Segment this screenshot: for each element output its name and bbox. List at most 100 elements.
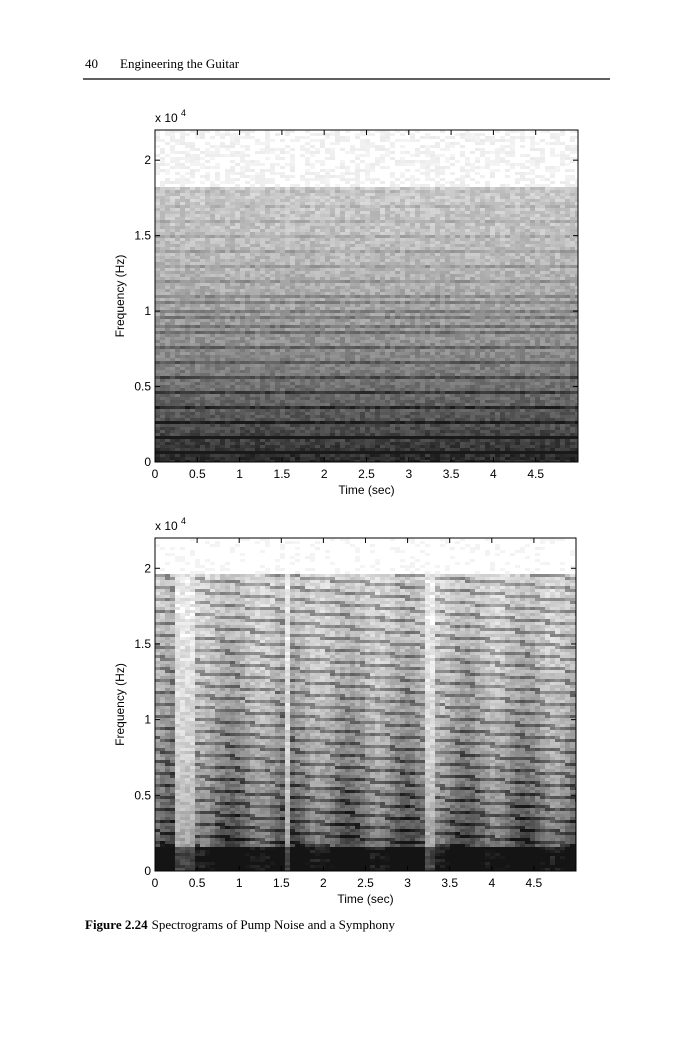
spectrogram-cell — [535, 331, 540, 334]
spectrogram-cell — [555, 244, 560, 247]
spectrogram-cell — [455, 322, 460, 325]
spectrogram-cell — [285, 280, 290, 283]
spectrogram-cell — [180, 265, 185, 268]
spectrogram-cell — [365, 169, 370, 172]
spectrogram-cell — [160, 139, 165, 142]
spectrogram-cell — [385, 202, 390, 205]
spectrogram-cell — [230, 202, 235, 205]
spectrogram-cell — [420, 247, 425, 250]
spectrogram-cell — [500, 331, 505, 334]
spectrogram-cell — [470, 247, 475, 250]
spectrogram-cell — [290, 229, 295, 232]
spectrogram-cell — [555, 298, 560, 301]
spectrogram-cell — [485, 223, 490, 226]
spectrogram-cell — [215, 280, 220, 283]
spectrogram-cell — [440, 169, 445, 172]
spectrogram-cell — [370, 316, 375, 319]
spectrogram-cell — [500, 268, 505, 271]
spectrogram-cell — [310, 325, 315, 328]
spectrogram-cell — [365, 289, 370, 292]
spectrogram-cell — [560, 181, 565, 184]
spectrogram-cell — [450, 229, 455, 232]
spectrogram-cell — [480, 205, 485, 208]
spectrogram-cell — [350, 268, 355, 271]
spectrogram-cell — [230, 178, 235, 181]
spectrogram-cell — [330, 301, 335, 304]
spectrogram-cell — [475, 292, 480, 295]
spectrogram-cell — [240, 190, 245, 193]
spectrogram-cell — [290, 202, 295, 205]
spectrogram-cell — [570, 307, 575, 310]
spectrogram-cell — [315, 277, 320, 280]
spectrogram-cell — [485, 208, 490, 211]
spectrogram-cell — [495, 289, 500, 292]
spectrogram-cell — [455, 250, 460, 253]
spectrogram-cell — [440, 286, 445, 289]
spectrogram-cell — [405, 274, 410, 277]
spectrogram-cell — [345, 274, 350, 277]
spectrogram-cell — [275, 208, 280, 211]
spectrogram-cell — [535, 241, 540, 244]
spectrogram-cell — [480, 142, 485, 145]
spectrogram-cell — [160, 202, 165, 205]
spectrogram-cell — [160, 262, 165, 265]
spectrogram-cell — [180, 163, 185, 166]
spectrogram-cell — [465, 328, 470, 331]
spectrogram-cell — [470, 133, 475, 136]
spectrogram-cell — [335, 193, 340, 196]
spectrogram-cell — [405, 208, 410, 211]
spectrogram-cell — [180, 250, 185, 253]
spectrogram-cell — [260, 184, 265, 187]
spectrogram-cell — [435, 310, 440, 313]
spectrogram-cell — [495, 157, 500, 160]
spectrogram-cell — [360, 274, 365, 277]
spectrogram-cell — [300, 304, 305, 307]
spectrogram-cell — [280, 271, 285, 274]
spectrogram-cell — [195, 253, 200, 256]
spectrogram-cell — [270, 328, 275, 331]
spectrogram-cell — [555, 325, 560, 328]
spectrogram-cell — [485, 238, 490, 241]
spectrogram-cell — [400, 160, 405, 163]
spectrogram-cell — [545, 292, 550, 295]
spectrogram-cell — [475, 316, 480, 319]
spectrogram-cell — [500, 301, 505, 304]
spectrogram-cell — [515, 256, 520, 259]
spectrogram-cell — [510, 229, 515, 232]
spectrogram-cell — [370, 142, 375, 145]
spectrogram-cell — [395, 211, 400, 214]
spectrogram-cell — [435, 211, 440, 214]
spectrogram-cell — [265, 319, 270, 322]
spectrogram-cell — [555, 250, 560, 253]
spectrogram-cell — [540, 247, 545, 250]
spectrogram-cell — [360, 139, 365, 142]
spectrogram-cell — [165, 271, 170, 274]
spectrogram-cell — [435, 325, 440, 328]
spectrogram-cell — [405, 223, 410, 226]
spectrogram-cell — [480, 280, 485, 283]
spectrogram-cell — [460, 145, 465, 148]
spectrogram-cell — [360, 301, 365, 304]
spectrogram-cell — [165, 193, 170, 196]
spectrogram-cell — [320, 298, 325, 301]
spectrogram-cell — [535, 286, 540, 289]
spectrogram-cell — [385, 241, 390, 244]
spectrogram-cell — [185, 214, 190, 217]
spectrogram-cell — [210, 256, 215, 259]
spectrogram-cell — [215, 232, 220, 235]
spectrogram-cell — [535, 307, 540, 310]
spectrogram-cell — [345, 307, 350, 310]
spectrogram-cell — [525, 244, 530, 247]
spectrogram-cell — [480, 202, 485, 205]
spectrogram-cell — [520, 316, 525, 319]
spectrogram-cell — [525, 292, 530, 295]
spectrogram-cell — [215, 253, 220, 256]
spectrogram-cell — [465, 307, 470, 310]
spectrogram-cell — [565, 307, 570, 310]
spectrogram-cell — [535, 229, 540, 232]
spectrogram-cell — [245, 292, 250, 295]
spectrogram-cell — [235, 142, 240, 145]
spectrogram-cell — [230, 307, 235, 310]
spectrogram-cell — [500, 202, 505, 205]
spectrogram-cell — [380, 268, 385, 271]
